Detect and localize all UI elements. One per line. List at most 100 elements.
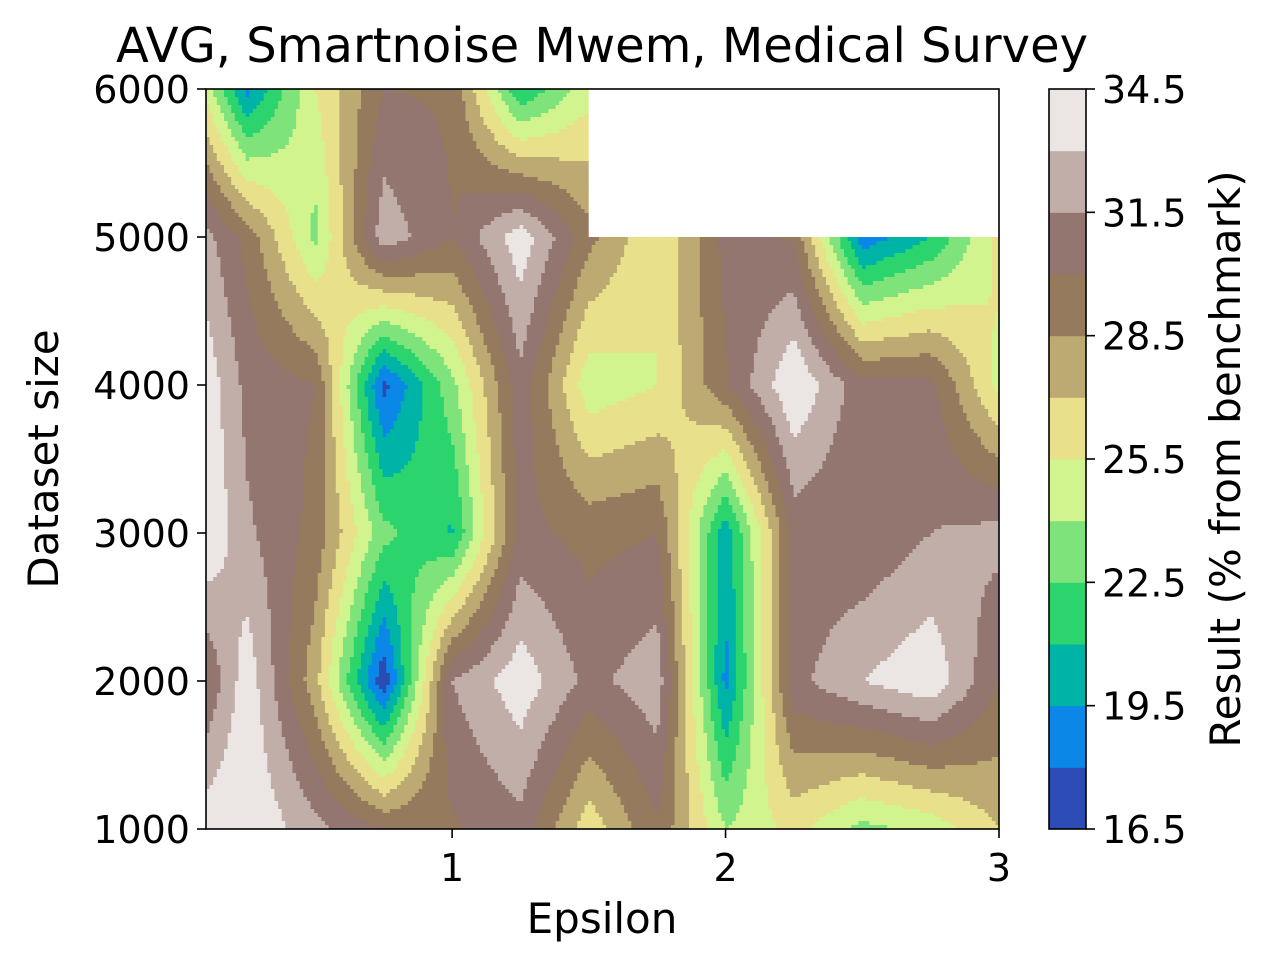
contour-cell — [216, 181, 232, 186]
contour-cell — [461, 89, 474, 94]
contour-cell — [371, 577, 416, 582]
contour-cell — [303, 457, 326, 462]
contour-cell — [224, 753, 268, 758]
contour-cell — [324, 269, 351, 274]
contour-cell — [865, 265, 917, 270]
contour-cell — [775, 733, 791, 738]
contour-cell — [775, 425, 791, 430]
contour-cell — [342, 341, 362, 346]
contour-cell — [948, 433, 978, 438]
contour-cell — [725, 649, 730, 654]
contour-cell — [242, 129, 261, 134]
contour-cell — [483, 289, 503, 294]
contour-cell — [357, 113, 380, 118]
contour-cell — [317, 573, 333, 578]
contour-cell — [490, 581, 506, 586]
contour-cell — [761, 669, 773, 674]
contour-cell — [548, 109, 589, 114]
contour-cell — [472, 521, 485, 526]
contour-cell — [746, 521, 759, 526]
contour-cell — [912, 245, 946, 250]
contour-cell — [339, 709, 351, 714]
contour-cell — [206, 217, 222, 222]
contour-cell — [717, 245, 795, 250]
contour-cell — [991, 377, 999, 382]
contour-cell — [771, 685, 780, 690]
contour-cell — [728, 373, 751, 378]
contour-cell — [342, 433, 355, 438]
contour-cell — [750, 497, 762, 502]
contour-cell — [699, 601, 708, 606]
contour-cell — [487, 125, 506, 130]
contour-cell — [753, 561, 762, 566]
contour-cell — [681, 641, 694, 646]
contour-cell — [714, 737, 741, 742]
contour-cell — [335, 617, 351, 622]
contour-cell — [350, 713, 362, 718]
contour-cell — [342, 245, 358, 250]
contour-cell — [393, 705, 405, 710]
contour-cell — [371, 421, 380, 426]
contour-cell — [397, 613, 413, 618]
contour-cell — [717, 745, 737, 750]
contour-cell — [847, 281, 863, 286]
contour-cell — [761, 649, 773, 654]
contour-cell — [890, 653, 946, 658]
contour-cell — [483, 525, 495, 530]
contour-cell — [328, 193, 344, 198]
contour-cell — [220, 385, 243, 390]
contour-cell — [825, 281, 838, 286]
contour-cell — [270, 117, 297, 122]
contour-cell — [699, 477, 719, 482]
contour-cell — [220, 269, 247, 274]
contour-cell — [768, 517, 780, 522]
contour-cell — [234, 693, 261, 698]
contour-cell — [515, 449, 535, 454]
contour-cell — [364, 497, 377, 502]
contour-cell — [234, 137, 290, 142]
contour-cell — [411, 629, 423, 634]
contour-cell — [281, 257, 304, 262]
contour-cell — [779, 237, 802, 242]
contour-cell — [743, 617, 755, 622]
contour-cell — [353, 717, 366, 722]
contour-cell — [685, 677, 694, 682]
contour-cell — [771, 673, 780, 678]
contour-cell — [447, 181, 553, 186]
contour-cell — [559, 185, 589, 190]
contour-cell — [335, 625, 348, 630]
contour-cell — [361, 733, 377, 738]
contour-cell — [667, 657, 676, 662]
contour-cell — [238, 377, 301, 382]
contour-cell — [674, 645, 686, 650]
contour-cell — [534, 661, 575, 666]
contour-cell — [912, 693, 939, 698]
contour-cell — [753, 709, 766, 714]
contour-cell — [342, 337, 362, 342]
contour-cell — [361, 481, 373, 486]
contour-cell — [667, 721, 679, 726]
contour-cell — [775, 465, 787, 470]
contour-cell — [681, 405, 730, 410]
contour-cell — [497, 409, 513, 414]
contour-cell — [306, 305, 380, 310]
contour-cell — [328, 189, 344, 194]
contour-cell — [361, 661, 373, 666]
contour-cell — [379, 629, 391, 634]
contour-cell — [342, 225, 355, 230]
contour-cell — [692, 673, 701, 678]
contour-cell — [660, 641, 668, 646]
contour-cell — [263, 97, 283, 102]
contour-cell — [404, 389, 423, 394]
contour-cell — [804, 485, 993, 490]
contour-cell — [743, 581, 755, 586]
contour-cell — [811, 477, 978, 482]
contour-cell — [789, 533, 932, 538]
contour-cell — [753, 701, 766, 706]
contour-cell — [757, 345, 787, 350]
contour-cell — [746, 669, 755, 674]
contour-cell — [970, 241, 993, 246]
contour-cell — [505, 509, 517, 514]
contour-cell — [678, 485, 697, 490]
contour-cell — [411, 701, 423, 706]
